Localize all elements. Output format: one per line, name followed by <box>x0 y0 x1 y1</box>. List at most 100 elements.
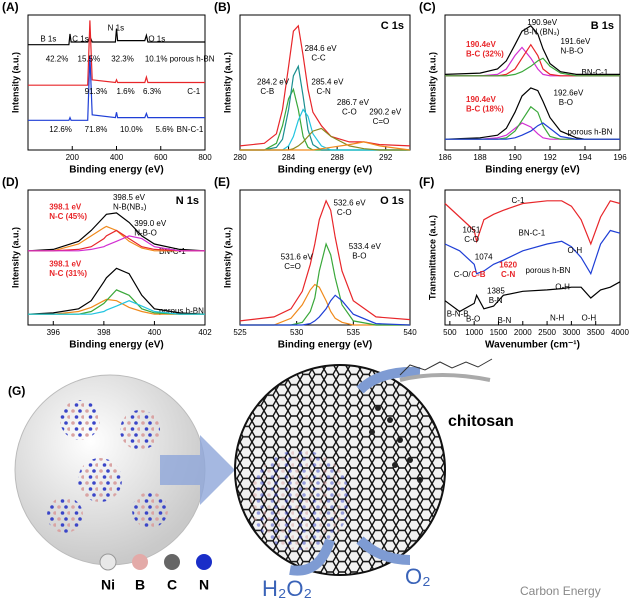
x-tick-label: 600 <box>154 153 168 162</box>
x-axis-title: Binding energy (eV) <box>485 165 579 176</box>
y-axis-title: Transmittance (a.u.) <box>427 215 437 300</box>
annotation: 533.4 eV <box>349 242 382 251</box>
annotation: O-H <box>582 313 597 322</box>
x-tick-label: 188 <box>473 153 487 162</box>
spectrum-line <box>239 199 411 322</box>
annotation: B-N-B <box>447 309 469 318</box>
spectrum-line <box>28 235 205 252</box>
plot-frame <box>239 189 411 326</box>
x-tick-label: 280 <box>233 153 247 162</box>
annotation: 399.0 eV <box>134 219 167 228</box>
series-label: BN-C-1 <box>582 68 609 77</box>
x-tick-label: 4000 <box>611 328 629 337</box>
panel-title: B 1s <box>591 20 614 32</box>
x-axis-title: Wavenumber (cm⁻¹) <box>485 340 580 351</box>
product-arrow <box>289 538 335 576</box>
annotation: C-B <box>260 87 274 96</box>
x-axis-title: Binding energy (eV) <box>69 340 163 351</box>
annotation: 398.1 eV <box>49 203 82 212</box>
x-tick-label: 2500 <box>538 328 556 337</box>
panel-label: (A) <box>2 0 19 14</box>
spectrum-line <box>239 24 411 147</box>
legend-label: C <box>167 577 177 593</box>
panel-label: (D) <box>2 175 19 189</box>
x-tick-label: 500 <box>443 328 457 337</box>
annotation: 191.6eV <box>561 37 591 46</box>
annotation: B-O <box>559 98 573 107</box>
annotation: B-N <box>489 296 503 305</box>
annotation: 284.6 eV <box>305 44 338 53</box>
annotation: 71.8% <box>85 125 108 134</box>
spectrum-line <box>240 283 410 326</box>
annotation: B-C (18%) <box>466 105 504 114</box>
panel-label: (F) <box>419 175 434 189</box>
legend-swatch <box>132 554 148 570</box>
annotation: 190.4eV <box>466 40 496 49</box>
spectrum-line <box>240 141 411 151</box>
series-label: BN-C-1 <box>159 247 186 256</box>
carbon-dots <box>369 405 423 483</box>
series-label: porous h-BN <box>159 307 204 316</box>
x-tick-label: 3000 <box>562 328 580 337</box>
y-axis-title: Intensity (a.u.) <box>10 52 20 113</box>
spectrum-line <box>28 28 205 46</box>
chitosan-structure <box>399 358 493 376</box>
series-label: BN-C-1 <box>177 125 204 134</box>
x-axis-title: Binding energy (eV) <box>278 165 372 176</box>
annotation: C=O <box>373 117 390 126</box>
annotation: 1074 <box>475 253 493 262</box>
annotation: C-O <box>337 208 352 217</box>
x-tick-label: 535 <box>347 328 361 337</box>
x-tick-label: 3500 <box>587 328 605 337</box>
spectrum-line <box>28 225 205 252</box>
annotation: O-H <box>555 282 570 291</box>
annotation: 285.4 eV <box>311 78 344 87</box>
annotation: N-B-O <box>134 228 157 237</box>
annotation: C 1s <box>72 34 88 43</box>
product-label: H₂O₂ <box>262 576 312 601</box>
annotation: C-O/ <box>454 270 472 279</box>
bn-domain <box>250 450 350 550</box>
panel-label: (C) <box>419 0 436 14</box>
x-tick-label: 540 <box>403 328 417 337</box>
spectrum-line <box>444 87 620 140</box>
series-label: porous h-BN <box>170 55 215 64</box>
annotation: 1.6% <box>117 87 135 96</box>
annotation: 190.4eV <box>466 95 496 104</box>
annotation: O 1s <box>148 34 165 43</box>
reactant-label: O₂ <box>405 564 431 589</box>
annotation: O-H <box>568 246 583 255</box>
annotation: 192.6eV <box>554 88 584 97</box>
annotation: C=O <box>284 262 301 271</box>
x-tick-label: 186 <box>438 153 452 162</box>
series-label: C-1 <box>512 196 525 205</box>
legend-swatch <box>196 554 212 570</box>
x-tick-label: 2000 <box>514 328 532 337</box>
spectrum-line <box>27 267 206 315</box>
spectrum-line <box>240 242 410 326</box>
x-tick-label: 200 <box>66 153 80 162</box>
annotation: B-N <box>498 316 512 325</box>
y-axis-title: Intensity (a.u.) <box>427 52 437 113</box>
spectrum-line <box>444 25 620 76</box>
x-tick-label: 800 <box>198 153 212 162</box>
legend-label: N <box>199 577 209 593</box>
spectrum-line <box>28 300 205 315</box>
spectrum-line <box>445 57 620 77</box>
panel-label: (E) <box>214 175 230 189</box>
annotation: 12.6% <box>49 125 72 134</box>
x-tick-label: 402 <box>198 328 212 337</box>
x-tick-label: 400 <box>110 153 124 162</box>
x-tick-label: 284 <box>282 153 296 162</box>
panel-title: O 1s <box>380 195 404 207</box>
series-label: porous h-BN <box>526 266 571 275</box>
annotation: 532.6 eV <box>334 199 367 208</box>
annotation: 1051 <box>463 226 481 235</box>
chitosan-fibers <box>399 373 491 382</box>
x-tick-label: 400 <box>148 328 162 337</box>
y-axis-title: Intensity (a.u.) <box>10 227 20 288</box>
spectrum-line <box>27 212 206 252</box>
x-tick-label: 1000 <box>465 328 483 337</box>
annotation: 6.3% <box>143 87 161 96</box>
chitosan-arrow <box>356 366 421 394</box>
